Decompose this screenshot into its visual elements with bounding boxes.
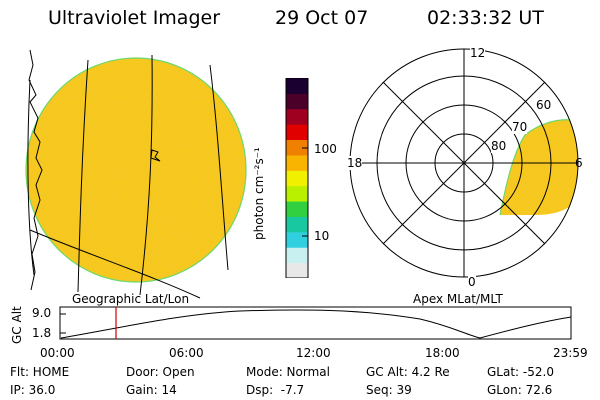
colorbar-band <box>286 247 308 264</box>
polar-plot <box>349 48 579 278</box>
colorbar-band <box>286 262 308 278</box>
time-tick-2359: 23:59 <box>553 346 588 360</box>
mlat-label-60: 60 <box>536 98 552 112</box>
colorbar-band <box>286 216 308 233</box>
parallel-line <box>29 229 201 299</box>
ip-value: IP: 36.0 <box>10 383 56 397</box>
uv-disk-edge <box>25 57 247 283</box>
meridian-line <box>139 54 153 296</box>
colorbar-band <box>286 170 308 187</box>
altitude-tick-high: 9.0 <box>32 306 52 320</box>
altitude-tick-low: 1.8 <box>32 326 52 340</box>
meridian-line <box>77 59 89 293</box>
mode-status: Mode: Normal <box>246 365 330 379</box>
meridian-line <box>27 79 35 276</box>
time-label: 02:33:32 UT <box>427 7 544 29</box>
colorbar-band <box>286 231 308 248</box>
flight-status: Flt: HOME <box>10 365 70 379</box>
mlat-label-70: 70 <box>512 120 528 134</box>
colorbar-band <box>286 93 308 110</box>
colorbar-band <box>286 185 308 202</box>
meridian-line <box>209 64 229 271</box>
mlt-label-18: 18 <box>347 156 363 170</box>
altitude-plot <box>59 306 572 340</box>
mlt-label-12: 12 <box>470 46 486 60</box>
mlat-label-80: 80 <box>491 139 507 153</box>
island-outline <box>150 149 161 162</box>
time-tick-0000: 00:00 <box>40 346 75 360</box>
polar-panel-label: Apex MLat/MLT <box>413 292 503 306</box>
colorbar-unit-label: photon cm⁻²s⁻¹ <box>252 147 266 240</box>
door-status: Door: Open <box>126 365 195 379</box>
colorbar-band <box>286 124 308 141</box>
mlt-label-6: 6 <box>575 156 583 170</box>
gc-altitude: GC Alt: 4.2 Re <box>366 365 450 379</box>
geo-latitude: GLat: -52.0 <box>487 365 554 379</box>
time-tick-1200: 12:00 <box>296 346 331 360</box>
colorbar-band <box>286 108 308 125</box>
sequence-number: Seq: 39 <box>366 383 412 397</box>
altitude-curve <box>60 309 572 339</box>
colorbar-band <box>286 201 308 217</box>
geo-longitude: GLon: 72.6 <box>487 383 553 397</box>
time-tick-0600: 06:00 <box>169 346 204 360</box>
uv-disk <box>26 58 246 282</box>
mlt-label-0: 0 <box>468 275 476 289</box>
coastline <box>28 49 43 291</box>
geographic-panel-label: Geographic Lat/Lon <box>72 292 190 306</box>
colorbar <box>285 78 309 278</box>
date-label: 29 Oct 07 <box>275 7 369 29</box>
time-tick-1800: 18:00 <box>425 346 460 360</box>
geographic-image <box>25 49 247 299</box>
altitude-axis-label: GC Alt <box>10 306 24 344</box>
polar-uv-region <box>500 119 578 215</box>
colorbar-tick-10: 10 <box>314 229 330 243</box>
colorbar-tick-100: 100 <box>314 142 337 156</box>
app-title: Ultraviolet Imager <box>48 7 221 29</box>
colorbar-band <box>286 139 308 156</box>
gain-value: Gain: 14 <box>126 383 177 397</box>
dsp-value: Dsp: -7.7 <box>246 383 305 397</box>
colorbar-band <box>286 78 308 94</box>
colorbar-band <box>286 154 308 171</box>
